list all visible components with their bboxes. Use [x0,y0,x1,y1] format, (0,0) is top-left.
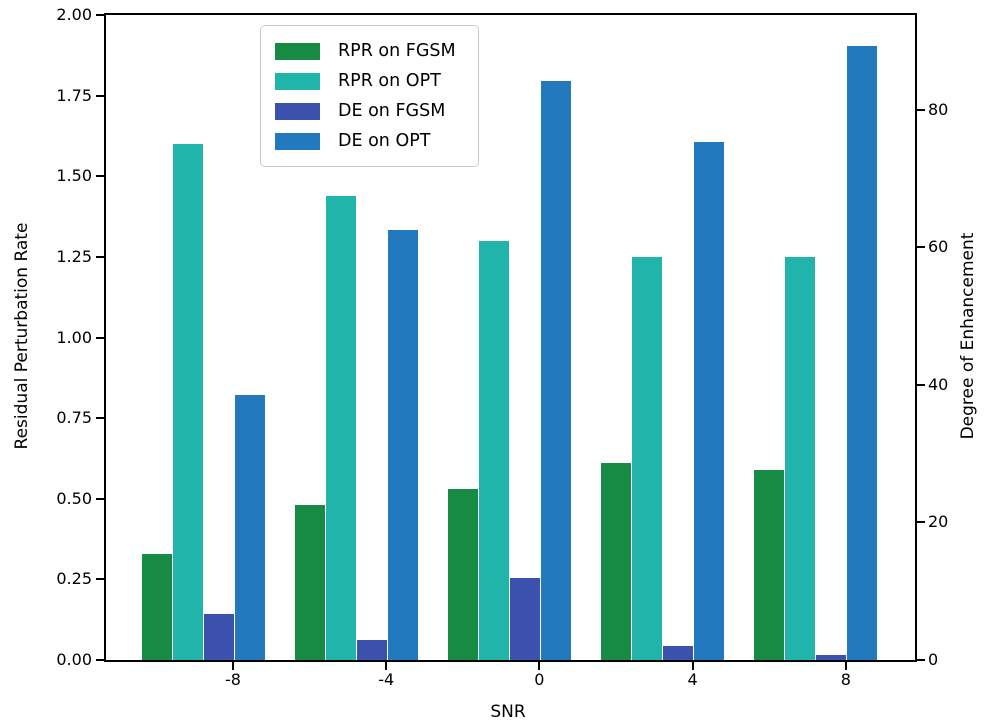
bar-de-on-fgsm-snr-4 [356,640,387,660]
legend-label: DE on OPT [338,131,431,151]
bar-rpr-on-opt-snr-0 [478,240,509,660]
y-right-tick-mark [917,383,925,386]
y-right-tick-mark [917,246,925,249]
y-left-tick-mark [96,255,104,258]
x-tick-label: 4 [687,670,698,689]
y-right-tick-mark [917,521,925,524]
y-left-tick-label: 1.75 [56,85,92,105]
bar-rpr-on-fgsm-snr-8 [141,553,172,660]
plot-area: RPR on FGSM RPR on OPT DE on FGSM DE on OPT… [56,7,948,688]
y-right-tick-label: 40 [928,374,949,394]
legend-label: RPR on FGSM [338,41,456,61]
bar-de-on-opt-snr-4 [387,230,418,660]
legend-label: RPR on OPT [338,71,441,91]
bar-rpr-on-fgsm-snr-4 [601,463,632,660]
y-right-tick-label: 80 [928,99,949,119]
legend-swatch-icon [275,72,320,90]
y-right-tick-label: 60 [928,237,949,257]
y-left-tick-mark [96,94,104,97]
y-right-tick-mark [917,659,925,661]
y-left-tick-label: 0.50 [56,488,92,508]
y-left-tick-mark [96,175,104,178]
bar-de-on-fgsm-snr-8 [816,655,847,660]
legend-row-rpr-on-fgsm: RPR on FGSM [261,36,456,66]
y-left-tick-mark [96,336,104,339]
y-axis-label-right: Degree of Enhancement [958,232,978,440]
y-left-tick-label: 2.00 [56,5,92,24]
bar-de-on-opt-snr-0 [540,81,571,660]
y-left-tick-label: 0.00 [56,650,92,669]
x-tick-mark [844,662,847,670]
y-left-tick-mark [96,417,104,420]
bar-de-on-fgsm-snr-4 [663,646,694,660]
bar-rpr-on-opt-snr-4 [325,195,356,660]
x-tick-mark [232,662,234,670]
y-right-tick-label: 0 [928,650,939,669]
x-tick-mark [538,662,541,670]
y-left-tick-label: 1.50 [56,166,92,186]
y-left-tick-label: 0.25 [56,569,92,589]
x-tick-label: -8 [225,670,241,689]
legend-swatch-icon [275,132,320,150]
y-left-tick-mark [96,659,104,661]
y-left-tick-mark [96,578,104,581]
y-left-tick-mark [96,14,104,16]
x-tick-mark [691,662,694,670]
x-axis-label: SNR [490,702,526,722]
bar-de-on-fgsm-snr-8 [203,613,234,660]
legend-row-rpr-on-opt: RPR on OPT [261,66,456,96]
bar-rpr-on-opt-snr-4 [632,256,663,660]
x-tick-mark [385,662,388,670]
legend-swatch-icon [275,102,320,120]
x-tick-label: 8 [840,670,851,689]
y-left-tick-label: 1.25 [56,246,92,266]
bar-rpr-on-fgsm-snr-4 [294,505,325,660]
bar-rpr-on-opt-snr-8 [172,144,203,660]
bar-de-on-opt-snr-8 [847,45,878,660]
legend-row-de-on-opt: DE on OPT [261,126,456,156]
bar-rpr-on-fgsm-snr-0 [447,489,478,660]
x-tick-label: 0 [534,670,545,689]
y-left-tick-label: 0.75 [56,408,92,428]
y-right-tick-mark [917,108,925,111]
bar-de-on-opt-snr-4 [694,142,725,660]
bar-rpr-on-fgsm-snr-8 [754,469,785,660]
legend-swatch-icon [275,42,320,60]
y-left-tick-label: 1.00 [56,327,92,347]
legend-label: DE on FGSM [338,101,446,121]
y-right-tick-label: 20 [928,512,949,532]
bar-de-on-fgsm-snr-0 [509,578,540,660]
y-left-tick-mark [96,497,104,500]
y-axis-label-left: Residual Perturbation Rate [12,222,32,450]
bar-de-on-opt-snr-8 [234,395,265,660]
x-tick-label: -4 [378,670,395,689]
legend: RPR on FGSM RPR on OPT DE on FGSM DE on OPT [260,25,479,167]
bar-rpr-on-opt-snr-8 [785,256,816,660]
legend-row-de-on-fgsm: DE on FGSM [261,96,456,126]
